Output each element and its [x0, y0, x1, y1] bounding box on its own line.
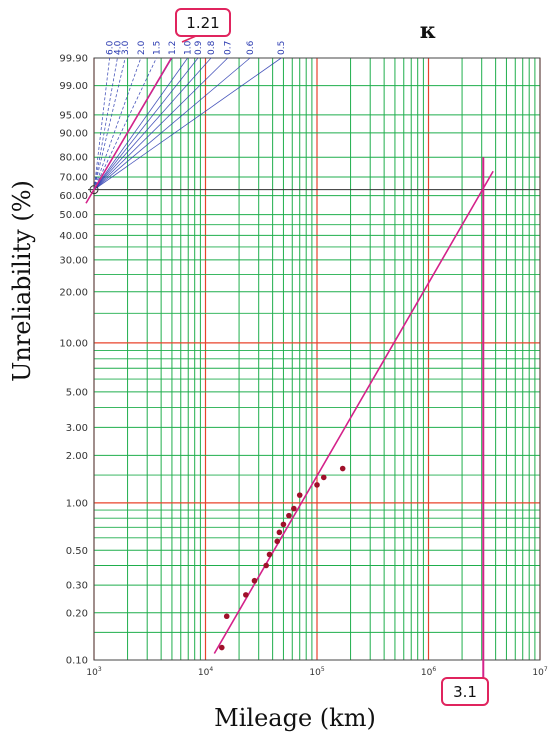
- data-point: [286, 512, 292, 519]
- x-tick-base: 10: [532, 668, 544, 678]
- y-tick-label: 30.00: [59, 255, 88, 266]
- data-point: [276, 529, 283, 536]
- slope-label: 0.6: [246, 40, 256, 55]
- plot-grid: [88, 57, 541, 661]
- y-tick-label: 90.00: [59, 128, 88, 139]
- plot-border: [93, 57, 541, 661]
- x-tick-base: 10: [309, 668, 321, 678]
- slope-guide-line: [93, 57, 282, 190]
- data-series: [213, 157, 494, 680]
- scale-callout-label: 3.1: [453, 683, 477, 701]
- x-tick-label: 104: [198, 666, 213, 678]
- slope-label: 1.5: [152, 41, 162, 55]
- slope-guide-line: [93, 57, 110, 190]
- slope-guide-line: [93, 57, 228, 190]
- x-tick-exponent: 4: [209, 666, 213, 673]
- tick-labels: 0.10 0.20 0.30 0.50 1.00 2.00 3.00 5.00 10.00 20.…: [59, 54, 547, 679]
- data-point: [223, 613, 230, 620]
- y-tick-label: 2.00: [66, 451, 88, 462]
- y-tick-label: 10.00: [59, 338, 88, 349]
- y-tick-label: 50.00: [59, 210, 88, 221]
- shape-callout-box: [175, 8, 231, 37]
- slope-guide-line: [93, 57, 212, 190]
- slope-guide-line: [93, 57, 251, 190]
- y-tick-label: 0.20: [66, 608, 88, 619]
- shape-callout-label: 1.21: [186, 14, 219, 32]
- x-tick-label: 107: [532, 666, 547, 678]
- x-tick-label: 106: [421, 666, 436, 678]
- y-tick-label: 3.00: [66, 423, 88, 434]
- scale-callout: 3.1: [441, 677, 489, 706]
- slope-label: 0.9: [194, 40, 204, 55]
- data-point: [314, 482, 320, 488]
- slope-guide-line: [93, 57, 142, 190]
- fit-line: [213, 170, 494, 654]
- slope-guide-line: [93, 57, 126, 190]
- y-tick-label: 80.00: [59, 153, 88, 164]
- slope-label: 6.0: [106, 40, 116, 55]
- slope-label: 4.0: [113, 40, 123, 55]
- x-tick-base: 10: [421, 668, 433, 678]
- y-tick-label: 70.00: [59, 172, 88, 183]
- data-point: [218, 644, 225, 651]
- y-tick-label: 40.00: [59, 231, 88, 242]
- data-point: [243, 592, 249, 598]
- x-tick-exponent: 5: [321, 666, 325, 673]
- shape-indicator-line: [85, 57, 173, 204]
- x-tick-exponent: 6: [432, 666, 436, 673]
- data-point: [339, 465, 346, 472]
- data-point: [251, 577, 258, 584]
- y-tick-label: 0.10: [66, 656, 88, 667]
- slope-label: 1.2: [168, 41, 178, 55]
- y-tick-label: 60.00: [59, 191, 88, 202]
- slope-label: 1.0: [184, 40, 194, 55]
- slope-label: 0.8: [207, 40, 217, 55]
- slope-label: 0.5: [277, 41, 287, 55]
- y-tick-label: 0.50: [66, 546, 88, 557]
- y-tick-label: 1.00: [66, 498, 88, 509]
- data-point: [291, 505, 297, 512]
- x-tick-base: 10: [86, 668, 98, 678]
- data-point: [296, 492, 303, 498]
- y-axis-title: Unreliability (%): [8, 180, 36, 382]
- data-point: [266, 551, 273, 558]
- scale-callout-box: [441, 677, 489, 706]
- x-tick-exponent: 3: [98, 666, 102, 673]
- y-tick-label: 0.30: [66, 581, 88, 592]
- x-tick-base: 10: [198, 668, 210, 678]
- pivot-marker: [89, 185, 99, 195]
- y-tick-label: 5.00: [66, 387, 88, 398]
- slope-guide-line: [93, 57, 157, 190]
- y-tick-label: 99.90: [59, 54, 88, 65]
- shape-callout: 1.21: [175, 8, 231, 37]
- slope-guide-line: [93, 57, 118, 190]
- x-axis-title: Mileage (km): [214, 704, 376, 732]
- y-tick-label: 95.00: [59, 110, 88, 121]
- slope-guide-line: [93, 57, 188, 190]
- slope-guide-line: [93, 57, 199, 190]
- data-point: [274, 538, 281, 545]
- slope-guides: 6.04.03.0 2.0 1.5 1.2 1.0 0.9 0.8 0.7 0.6 0.5: [85, 35, 287, 204]
- y-tick-label: 20.00: [59, 287, 88, 298]
- slope-label: 2.0: [137, 40, 147, 55]
- data-point: [320, 474, 327, 481]
- chart-title: κ: [420, 18, 437, 44]
- slope-label: 3.0: [121, 40, 131, 55]
- data-point: [263, 562, 269, 569]
- data-point: [280, 521, 287, 528]
- y-tick-label: 99.00: [59, 81, 88, 92]
- x-tick-label: 105: [309, 666, 324, 678]
- x-tick-label: 103: [86, 666, 101, 678]
- slope-label: 0.7: [224, 41, 234, 55]
- x-tick-exponent: 7: [544, 666, 548, 673]
